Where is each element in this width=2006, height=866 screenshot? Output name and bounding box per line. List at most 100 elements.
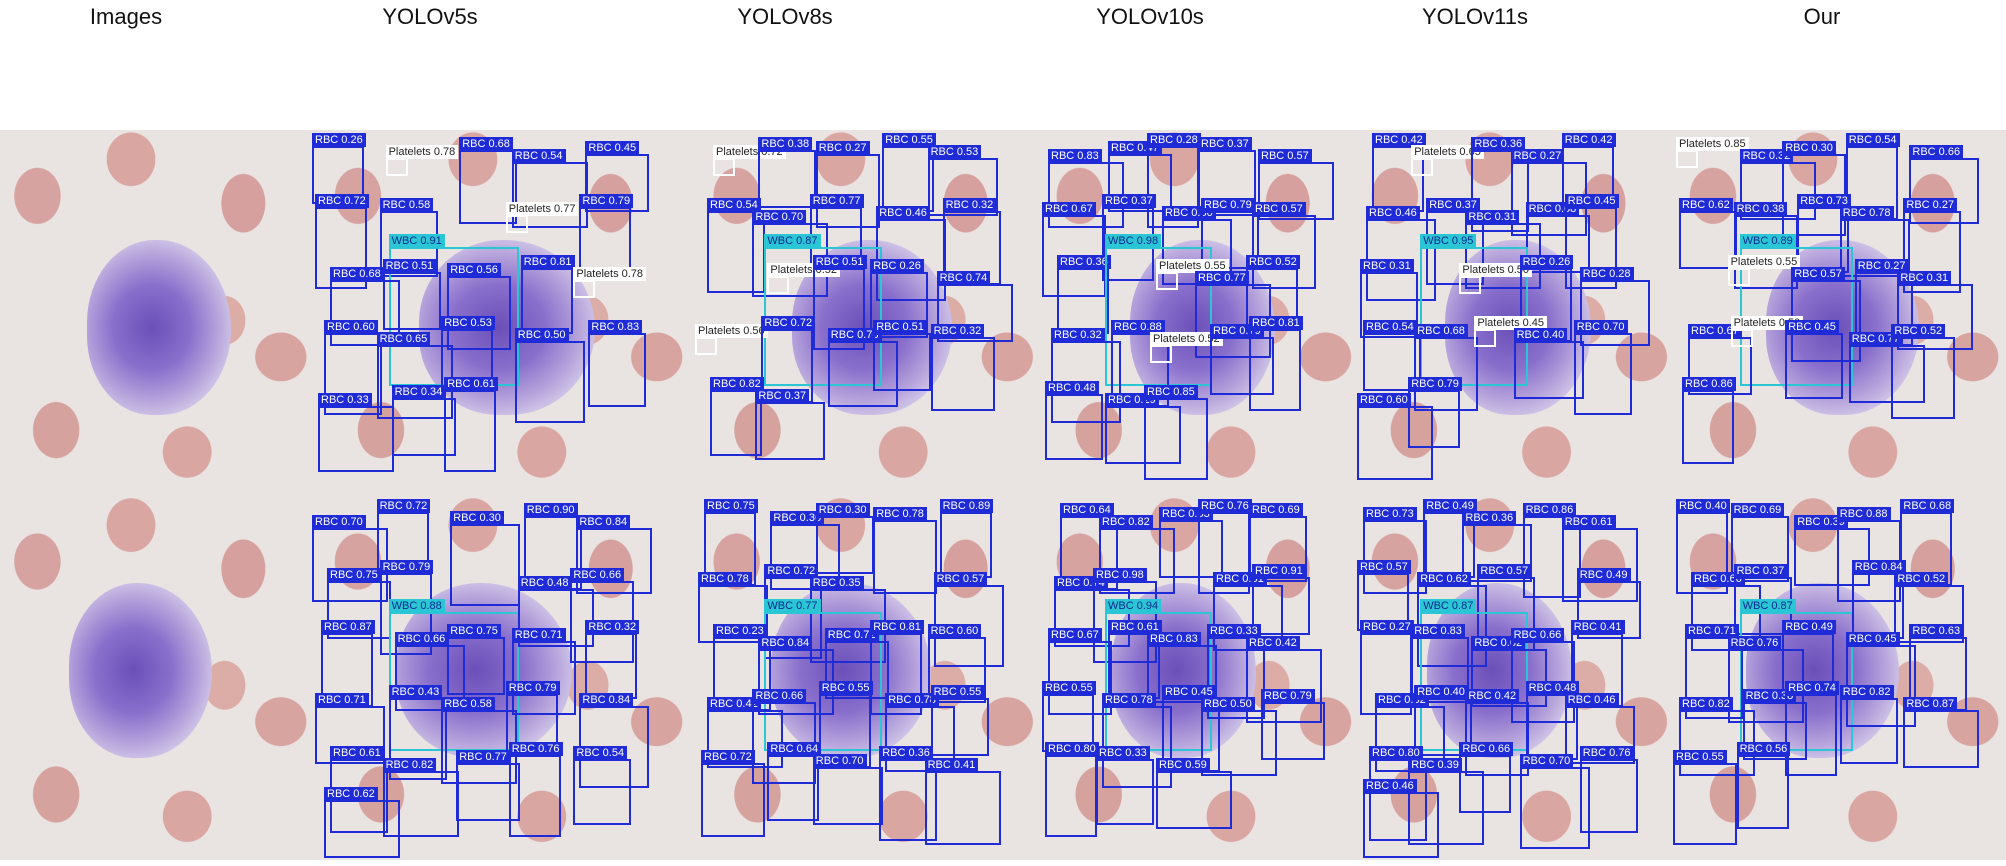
panel-our-row1: Platelets 0.85 RBC 0.32 RBC 0.30 RBC 0.54 RB… (1673, 130, 2006, 496)
detection-label: RBC 0.54 (1363, 320, 1417, 334)
detection-label: RBC 0.79 (579, 194, 634, 208)
rbc-detection-box: RBC 0.62 (1679, 198, 1737, 269)
rbc-detection-box: RBC 0.71 (315, 693, 385, 764)
detection-label: RBC 0.27 (815, 141, 870, 155)
detection-label: RBC 0.40 (1513, 328, 1568, 342)
detection-label: RBC 0.33 (1096, 745, 1150, 760)
detection-label: RBC 0.31 (1465, 210, 1520, 224)
detection-label: RBC 0.61 (1108, 620, 1162, 635)
panel-yolov8s-row1: Platelets 0.72 RBC 0.38 RBC 0.27 RBC 0.55 RB… (695, 130, 1042, 496)
rbc-detection-box: RBC 0.27 (815, 141, 880, 228)
detection-label: RBC 0.54 (511, 149, 566, 163)
rbc-detection-box: RBC 0.43 (388, 685, 447, 780)
rbc-detection-box: RBC 0.52 (1891, 324, 1956, 419)
rbc-detection-box: RBC 0.76 (1579, 745, 1638, 833)
rbc-detection-box: RBC 0.52 (1894, 571, 1965, 643)
detection-label: RBC 0.31 (1897, 271, 1952, 285)
platelet-detection-box: Platelets 0.72 (713, 145, 786, 176)
rbc-detection-box: RBC 0.79 (505, 681, 560, 752)
detection-label: RBC 0.78 (885, 693, 939, 707)
rbc-detection-box: RBC 0.27 (1903, 198, 1962, 293)
detection-label: RBC 0.36 (1471, 137, 1526, 151)
detection-label: RBC 0.48 (517, 575, 572, 590)
rbc-detection-box: RBC 0.77 (456, 749, 521, 821)
rbc-detection-box: RBC 0.98 (1093, 567, 1157, 663)
rbc-detection-box: RBC 0.33 (318, 393, 394, 472)
rbc-detection-box: RBC 0.46 (1363, 779, 1439, 858)
rbc-detection-box: RBC 0.68 (1414, 324, 1479, 411)
rbc-detection-box: RBC 0.48 (517, 575, 594, 647)
rbc-detection-box: RBC 0.38 (1742, 689, 1807, 760)
rbc-detection-box: RBC 0.75 (704, 499, 758, 586)
rbc-detection-box: RBC 0.91 (1252, 563, 1310, 635)
detection-label: RBC 0.75 (447, 624, 501, 639)
rbc-detection-box: RBC 0.72 (376, 499, 431, 570)
platelet-detection-box: Platelets 0.56 (695, 324, 768, 355)
platelet-detection-box: Platelets 0.65 (1411, 145, 1484, 176)
panel-yolov5s-row1: RBC 0.26 Platelets 0.78 RBC 0.68 RBC 0.54 RB… (312, 130, 695, 496)
detection-label: RBC 0.48 (1525, 681, 1580, 695)
rbc-detection-box: RBC 0.90 (523, 503, 582, 590)
detection-label: RBC 0.60 (1357, 393, 1411, 407)
rbc-detection-box: RBC 0.54 (707, 198, 765, 293)
detection-label: RBC 0.55 (882, 133, 936, 147)
rbc-detection-box: RBC 0.81 (1249, 316, 1303, 411)
detection-label: RBC 0.69 (1249, 503, 1303, 517)
platelet-detection-box: Platelets 0.45 (1474, 316, 1548, 347)
detection-label: RBC 0.54 (707, 198, 761, 212)
rbc-detection-box: RBC 0.51 (382, 259, 441, 330)
detection-label: RBC 0.83 (1147, 632, 1201, 647)
rbc-detection-box: RBC 0.40 (1414, 685, 1473, 756)
detection-label: RBC 0.75 (327, 567, 381, 582)
detection-label: RBC 0.46 (1363, 779, 1417, 793)
detection-label: RBC 0.45 (1845, 632, 1900, 647)
detection-label: WBC 0.91 (388, 234, 445, 249)
detection-label: RBC 0.84 (579, 693, 634, 707)
detection-label: RBC 0.78 (873, 507, 927, 521)
wbc-cell (87, 239, 231, 416)
detection-label: RBC 0.57 (1258, 149, 1312, 163)
rbc-detection-box: RBC 0.37 (755, 389, 826, 460)
rbc-detection-box: RBC 0.55 (1673, 749, 1737, 845)
detection-label: RBC 0.37 (1198, 137, 1252, 151)
detection-label: RBC 0.46 (876, 206, 930, 220)
rbc-detection-box: RBC 0.79 (1201, 198, 1259, 269)
platelet-detection-box: Platelets 0.52 (767, 263, 841, 294)
detection-label: WBC 0.89 (1739, 234, 1796, 249)
detection-label: RBC 0.68 (1414, 324, 1468, 338)
detection-label: RBC 0.86 (1522, 503, 1577, 517)
detection-label: RBC 0.88 (1836, 507, 1891, 521)
platelet-detection-box: Platelets 0.55 (1156, 259, 1229, 290)
detection-label: RBC 0.66 (1510, 628, 1565, 643)
rbc-detection-box: RBC 0.36 (1462, 511, 1533, 582)
detection-label: RBC 0.57 (1357, 559, 1411, 574)
rbc-detection-box: RBC 0.32 (942, 198, 1001, 285)
detection-label: RBC 0.30 (815, 503, 870, 517)
rbc-detection-box: RBC 0.45 (585, 141, 650, 212)
detection-label: RBC 0.76 (508, 741, 563, 756)
platelet-detection-box: Platelets 0.50 (1459, 263, 1533, 294)
detection-label: RBC 0.53 (441, 316, 495, 330)
rbc-detection-box: RBC 0.26 (1519, 255, 1574, 342)
detection-label: RBC 0.39 (1408, 757, 1462, 772)
rbc-detection-box: RBC 0.76 (508, 741, 563, 837)
detection-label: RBC 0.81 (1249, 316, 1303, 330)
detection-label: Platelets 0.78 (385, 145, 459, 159)
detection-label: RBC 0.43 (388, 685, 443, 699)
detection-label: RBC 0.68 (459, 137, 513, 151)
detection-label: RBC 0.62 (1417, 571, 1471, 586)
rbc-detection-box: RBC 0.59 (1156, 757, 1232, 829)
detection-label: RBC 0.72 (764, 563, 819, 578)
detection-label: RBC 0.41 (924, 757, 979, 772)
detection-label: RBC 0.61 (444, 377, 498, 391)
rbc-detection-box: RBC 0.66 (394, 632, 465, 712)
detection-label: RBC 0.74 (936, 271, 991, 285)
rbc-detection-box: RBC 0.36 (879, 745, 938, 841)
detection-label: RBC 0.62 (1679, 198, 1733, 212)
rbc-detection-box: RBC 0.62 (324, 787, 400, 858)
detection-label: RBC 0.72 (701, 749, 755, 764)
wbc-cell (68, 583, 213, 759)
rbc-detection-box: RBC 0.85 (1144, 385, 1208, 480)
detection-label: RBC 0.70 (312, 515, 366, 529)
detection-label: RBC 0.66 (1459, 741, 1514, 756)
